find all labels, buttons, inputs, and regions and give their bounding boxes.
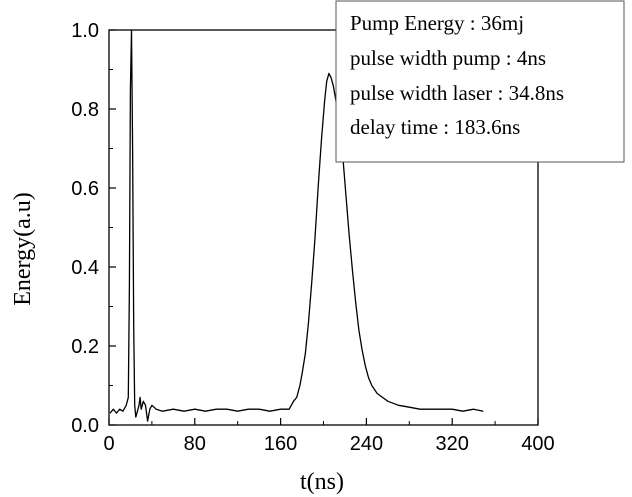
x-tick-label: 320 <box>436 433 469 455</box>
y-tick-label: 1.0 <box>71 20 99 42</box>
annotation-line-3: pulse width laser : 34.8ns <box>350 81 564 105</box>
y-axis: 0.0 0.2 0.4 0.6 0.8 1.0 <box>71 20 116 437</box>
x-tick-label: 80 <box>184 433 206 455</box>
x-tick-label: 240 <box>350 433 383 455</box>
annotation-line-1: Pump Energy : 36mj <box>350 11 524 35</box>
y-tick-label: 0.2 <box>71 336 99 358</box>
y-tick-label: 0.0 <box>71 415 99 437</box>
x-tick-label: 400 <box>521 433 554 455</box>
x-axis: 0 80 160 240 320 400 <box>103 418 555 455</box>
y-tick-label: 0.6 <box>71 178 99 200</box>
annotation-frame <box>335 0 625 163</box>
annotation-box: Pump Energy : 36mj pulse width pump : 4n… <box>335 0 625 163</box>
y-tick-label: 0.8 <box>71 99 99 121</box>
y-axis-title: Energy(a.u) <box>10 192 36 306</box>
series-layer <box>109 29 484 422</box>
series-line-0 <box>109 29 484 422</box>
annotation-line-4: delay time : 183.6ns <box>350 115 520 139</box>
x-tick-label: 160 <box>264 433 297 455</box>
x-axis-title: t(ns) <box>300 469 344 495</box>
y-tick-label: 0.4 <box>71 257 99 279</box>
annotation-line-2: pulse width pump : 4ns <box>350 46 546 70</box>
x-tick-label: 0 <box>103 433 114 455</box>
